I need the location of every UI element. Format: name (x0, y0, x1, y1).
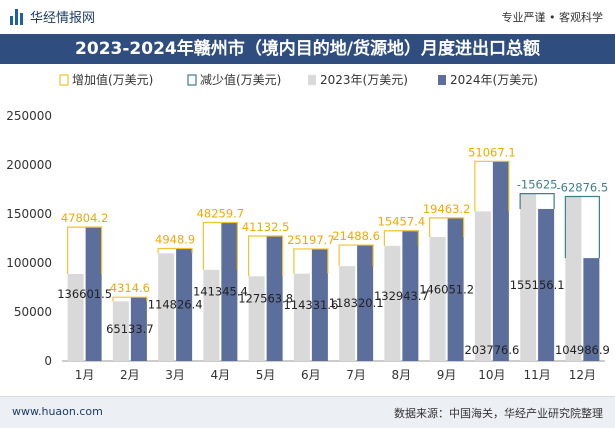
brand: 华经情报网 (10, 7, 95, 26)
title-bar: 2023-2024年赣州市（境内目的地/货源地）月度进出口总额 (0, 34, 615, 64)
decrease-bracket (564, 195, 600, 259)
y-tick-label: 50000 (14, 305, 52, 319)
change-label: 25197.7 (287, 233, 335, 247)
legend-label: 减少值(万美元) (200, 72, 281, 87)
change-label: 47804.2 (61, 211, 109, 225)
bar-2024 (176, 248, 193, 361)
x-tick-label: 1月 (75, 368, 95, 382)
decrease-bracket (519, 193, 555, 209)
bar-2023 (339, 266, 356, 361)
value-label: 118320.1 (329, 296, 384, 310)
x-tick-label: 2月 (120, 368, 140, 382)
change-label: -62876.5 (557, 180, 609, 194)
chart-title: 2023-2024年赣州市（境内目的地/货源地）月度进出口总额 (75, 39, 540, 59)
bar-2024 (221, 222, 238, 361)
bar-2023 (565, 196, 582, 361)
x-tick-label: 9月 (437, 368, 457, 382)
value-label: 65133.7 (106, 322, 154, 336)
bar-2024 (311, 248, 328, 361)
x-tick-label: 8月 (392, 368, 412, 382)
bar-2023 (384, 245, 401, 361)
bar-2024 (130, 297, 147, 361)
bar-2023 (158, 253, 175, 361)
value-label: 155156.1 (510, 278, 565, 292)
value-label: 127563.8 (238, 291, 293, 305)
value-label: 136601.5 (57, 287, 112, 301)
x-tick-label: 7月 (346, 368, 366, 382)
y-tick-label: 150000 (6, 207, 52, 221)
legend-label: 增加值(万美元) (72, 72, 153, 87)
increase-bracket (383, 230, 419, 246)
legend-marker (187, 74, 197, 86)
y-tick-label: 200000 (6, 158, 52, 172)
increase-bracket (112, 296, 148, 302)
bar-2024 (402, 230, 419, 361)
change-label: 19463.2 (423, 202, 471, 216)
bar-2023 (67, 273, 84, 361)
change-label: 51067.1 (468, 145, 516, 159)
value-label: 114826.4 (148, 298, 203, 312)
change-label: 4948.9 (155, 232, 195, 246)
bar-2024 (85, 227, 102, 361)
bar-2023 (474, 211, 491, 361)
increase-bracket (202, 221, 238, 270)
bar-2024 (266, 235, 283, 361)
bar-2023 (520, 193, 537, 361)
change-label: 15457.4 (378, 215, 426, 229)
y-tick-label: 0 (44, 354, 52, 368)
x-tick-label: 6月 (301, 368, 321, 382)
increase-bracket (248, 235, 284, 277)
logo-icon (10, 8, 24, 25)
footer: www.huaon.com 数据来源：中国海关，华经产业研究院整理 (0, 396, 615, 428)
legend-marker (308, 75, 316, 85)
increase-bracket (429, 217, 465, 237)
change-label: 41132.5 (242, 220, 290, 234)
change-label: -15625 (517, 178, 558, 192)
change-label: 4314.6 (110, 281, 150, 295)
bar-2024 (538, 208, 555, 361)
value-label: 114331.6 (283, 298, 338, 312)
value-label: 104986.9 (555, 343, 610, 357)
bar-2024 (357, 245, 374, 361)
top-bar: 华经情报网 专业严谨 • 客观科学 (0, 0, 615, 34)
x-tick-label: 10月 (478, 368, 505, 382)
increase-bracket (293, 248, 329, 274)
x-tick-label: 4月 (211, 368, 231, 382)
x-tick-label: 11月 (523, 368, 550, 382)
y-tick-label: 100000 (6, 256, 52, 270)
value-label: 146051.2 (419, 282, 474, 296)
bar-2023 (293, 273, 310, 361)
bar-2023 (248, 276, 265, 361)
legend-marker (438, 75, 446, 85)
bar-2024 (447, 217, 464, 361)
value-label: 141345.4 (193, 285, 248, 299)
chart: 增加值(万美元) 减少值(万美元) 2023年(万美元) 2024年(万美元) 0 500… (6, 72, 610, 382)
x-tick-label: 12月 (569, 368, 596, 382)
increase-bracket (157, 247, 193, 254)
increase-bracket (474, 160, 510, 212)
legend-marker (59, 74, 69, 86)
change-label: 48259.7 (197, 206, 245, 220)
value-label: 132943.7 (374, 289, 429, 303)
y-tick-label: 250000 (6, 109, 52, 123)
bar-2024 (583, 258, 600, 361)
increase-bracket (338, 244, 374, 267)
legend-label: 2024年(万美元) (450, 73, 538, 87)
footer-source: 数据来源：中国海关，华经产业研究院整理 (394, 407, 603, 420)
tagline: 专业严谨 • 客观科学 (501, 11, 603, 24)
footer-site: www.huaon.com (12, 405, 103, 418)
bar-2023 (429, 236, 446, 361)
value-label: 203776.6 (464, 343, 519, 357)
bar-2023 (112, 301, 129, 361)
x-tick-label: 3月 (165, 368, 185, 382)
legend-label: 2023年(万美元) (320, 73, 408, 87)
bar-2024 (492, 161, 509, 361)
x-tick-label: 5月 (256, 368, 276, 382)
increase-bracket (67, 226, 103, 274)
change-label: 21488.6 (332, 229, 380, 243)
bar-2023 (203, 269, 220, 361)
brand-name: 华经情报网 (30, 11, 96, 26)
